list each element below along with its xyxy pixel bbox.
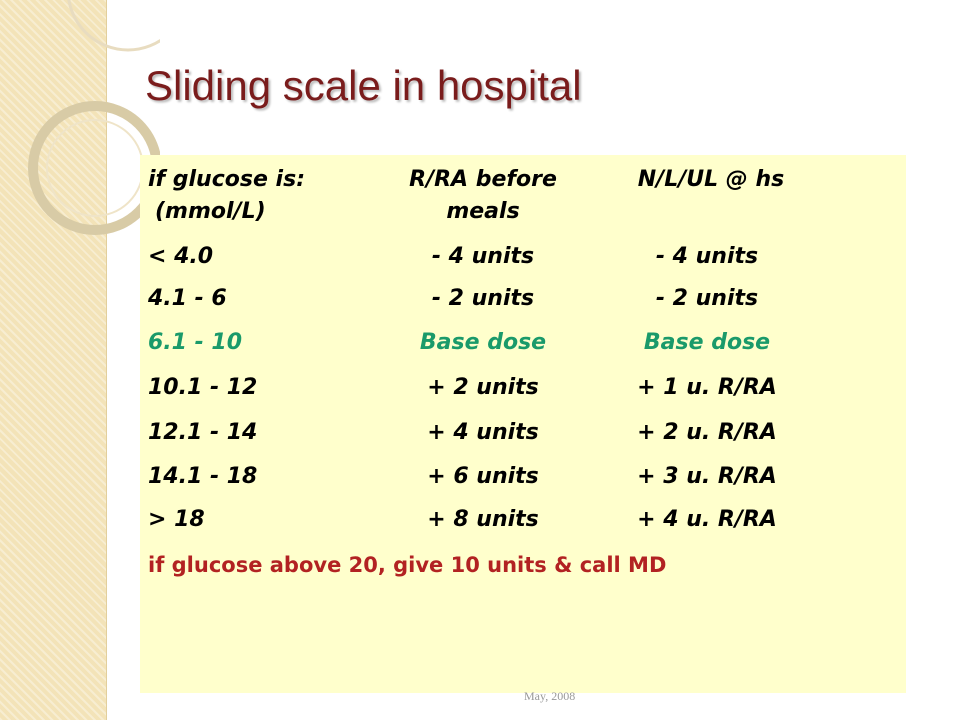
cell: 12.1 - 14 (148, 420, 258, 445)
title: Sliding scale in hospital (145, 62, 582, 109)
cell: + 4 u. R/RA (637, 507, 777, 532)
cell: + 3 u. R/RA (637, 464, 777, 489)
table-background (140, 155, 906, 693)
cell: + 6 units (427, 464, 539, 489)
cell: 6.1 - 10 (148, 330, 243, 355)
cell: + 2 u. R/RA (637, 420, 777, 445)
cell: < 4.0 (148, 244, 214, 269)
header-cell: if glucose is: (148, 167, 305, 192)
cell: 10.1 - 12 (148, 375, 258, 400)
cell: - 2 units (431, 286, 535, 311)
header-cell: N/L/UL @ hs (637, 167, 785, 192)
cell: + 2 units (427, 375, 539, 400)
cell: + 1 u. R/RA (637, 375, 777, 400)
cell: Base dose (419, 330, 547, 355)
header-cell: R/RA before (409, 167, 557, 192)
header-cell: meals (446, 199, 520, 224)
cell: Base dose (643, 330, 771, 355)
cell: 4.1 - 6 (148, 286, 227, 311)
cell: - 4 units (655, 244, 759, 269)
cell: + 8 units (427, 507, 539, 532)
footer-date: May, 2008 (524, 689, 576, 703)
header-cell: (mmol/L) (155, 199, 266, 224)
cell: - 4 units (431, 244, 535, 269)
cell: > 18 (148, 507, 205, 532)
decor-circles (28, 0, 160, 235)
note: if glucose above 20, give 10 units & cal… (148, 553, 667, 577)
cell: 14.1 - 18 (148, 464, 258, 489)
cell: + 4 units (427, 420, 539, 445)
cell: - 2 units (655, 286, 759, 311)
